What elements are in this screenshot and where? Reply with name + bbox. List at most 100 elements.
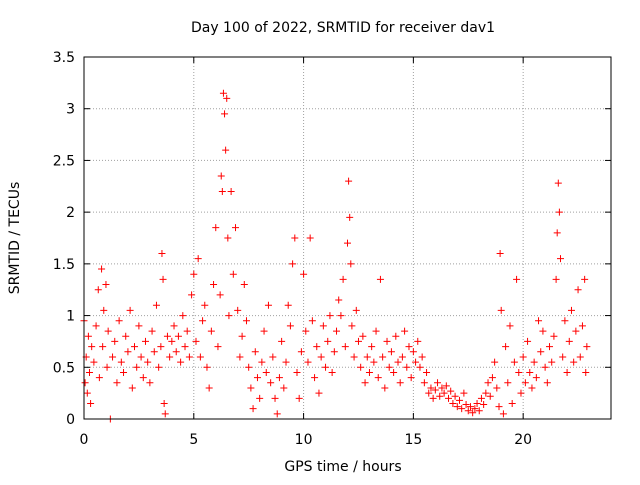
- data-point: [403, 363, 411, 371]
- data-point: [103, 363, 111, 371]
- data-point: [94, 286, 102, 294]
- data-point: [221, 110, 229, 118]
- data-point: [574, 286, 582, 294]
- x-tick-label: 15: [404, 432, 422, 448]
- data-point: [157, 343, 165, 351]
- data-point: [429, 394, 437, 402]
- data-point: [267, 379, 275, 387]
- data-point: [556, 255, 564, 263]
- data-point: [453, 403, 461, 411]
- data-point: [87, 399, 95, 407]
- data-point: [196, 353, 204, 361]
- data-point: [543, 379, 551, 387]
- data-point: [92, 322, 100, 330]
- data-point: [480, 401, 488, 409]
- data-point: [100, 306, 108, 314]
- data-point: [84, 332, 92, 340]
- data-point: [304, 358, 312, 366]
- data-point: [537, 348, 545, 356]
- data-point: [521, 379, 529, 387]
- data-point: [217, 172, 225, 180]
- data-point: [572, 327, 580, 335]
- data-point: [484, 379, 492, 387]
- data-point: [141, 337, 149, 345]
- data-point: [313, 343, 321, 351]
- data-point: [475, 407, 483, 415]
- x-tick-label: 10: [295, 432, 313, 448]
- data-point: [401, 327, 409, 335]
- data-point: [280, 384, 288, 392]
- data-point: [458, 405, 466, 413]
- data-point: [491, 358, 499, 366]
- data-point: [398, 353, 406, 361]
- data-point: [264, 301, 272, 309]
- data-point: [192, 337, 200, 345]
- data-point: [464, 407, 472, 415]
- data-point: [436, 392, 444, 400]
- data-point: [90, 358, 98, 366]
- data-points: [80, 89, 591, 423]
- data-point: [427, 384, 435, 392]
- data-point: [541, 363, 549, 371]
- data-point: [335, 296, 343, 304]
- data-point: [462, 401, 470, 409]
- data-point: [83, 389, 91, 397]
- data-point: [339, 275, 347, 283]
- data-point: [306, 234, 314, 242]
- data-point: [553, 229, 561, 237]
- data-point: [260, 327, 268, 335]
- data-point: [322, 363, 330, 371]
- data-point: [561, 317, 569, 325]
- data-point: [247, 384, 255, 392]
- data-point: [242, 317, 250, 325]
- data-point: [282, 358, 290, 366]
- data-point: [546, 343, 554, 351]
- data-point: [222, 146, 230, 154]
- data-point: [434, 379, 442, 387]
- y-tick-label: 3.5: [53, 50, 75, 66]
- data-point: [346, 213, 354, 221]
- y-tick-label: 2.5: [53, 153, 75, 169]
- data-point: [420, 379, 428, 387]
- data-point: [554, 179, 562, 187]
- data-point: [139, 374, 147, 382]
- data-point: [308, 317, 316, 325]
- data-point: [179, 312, 187, 320]
- data-point: [113, 379, 121, 387]
- data-point: [526, 368, 534, 376]
- data-point: [111, 337, 119, 345]
- x-tick-label: 5: [189, 432, 198, 448]
- data-point: [376, 275, 384, 283]
- data-point: [212, 224, 220, 232]
- data-point: [102, 281, 110, 289]
- data-point: [425, 389, 433, 397]
- data-point: [352, 306, 360, 314]
- data-point: [496, 250, 504, 258]
- data-point: [177, 358, 185, 366]
- data-point: [210, 281, 218, 289]
- data-point: [133, 363, 141, 371]
- data-point: [567, 306, 575, 314]
- data-point: [225, 312, 233, 320]
- data-point: [302, 327, 310, 335]
- data-point: [203, 363, 211, 371]
- data-point: [326, 312, 334, 320]
- data-point: [387, 348, 395, 356]
- data-point: [515, 368, 523, 376]
- data-point: [469, 409, 477, 417]
- data-point: [227, 187, 235, 195]
- data-point: [300, 270, 308, 278]
- grid: [84, 57, 611, 419]
- data-point: [245, 363, 253, 371]
- chart-title: Day 100 of 2022, SRMTID for receiver dav…: [191, 20, 495, 36]
- data-point: [466, 403, 474, 411]
- data-point: [258, 358, 266, 366]
- data-point: [295, 394, 303, 402]
- data-point: [477, 394, 485, 402]
- data-point: [488, 374, 496, 382]
- data-point: [548, 358, 556, 366]
- data-point: [570, 358, 578, 366]
- data-point: [249, 405, 257, 413]
- data-point: [216, 291, 224, 299]
- data-point: [405, 343, 413, 351]
